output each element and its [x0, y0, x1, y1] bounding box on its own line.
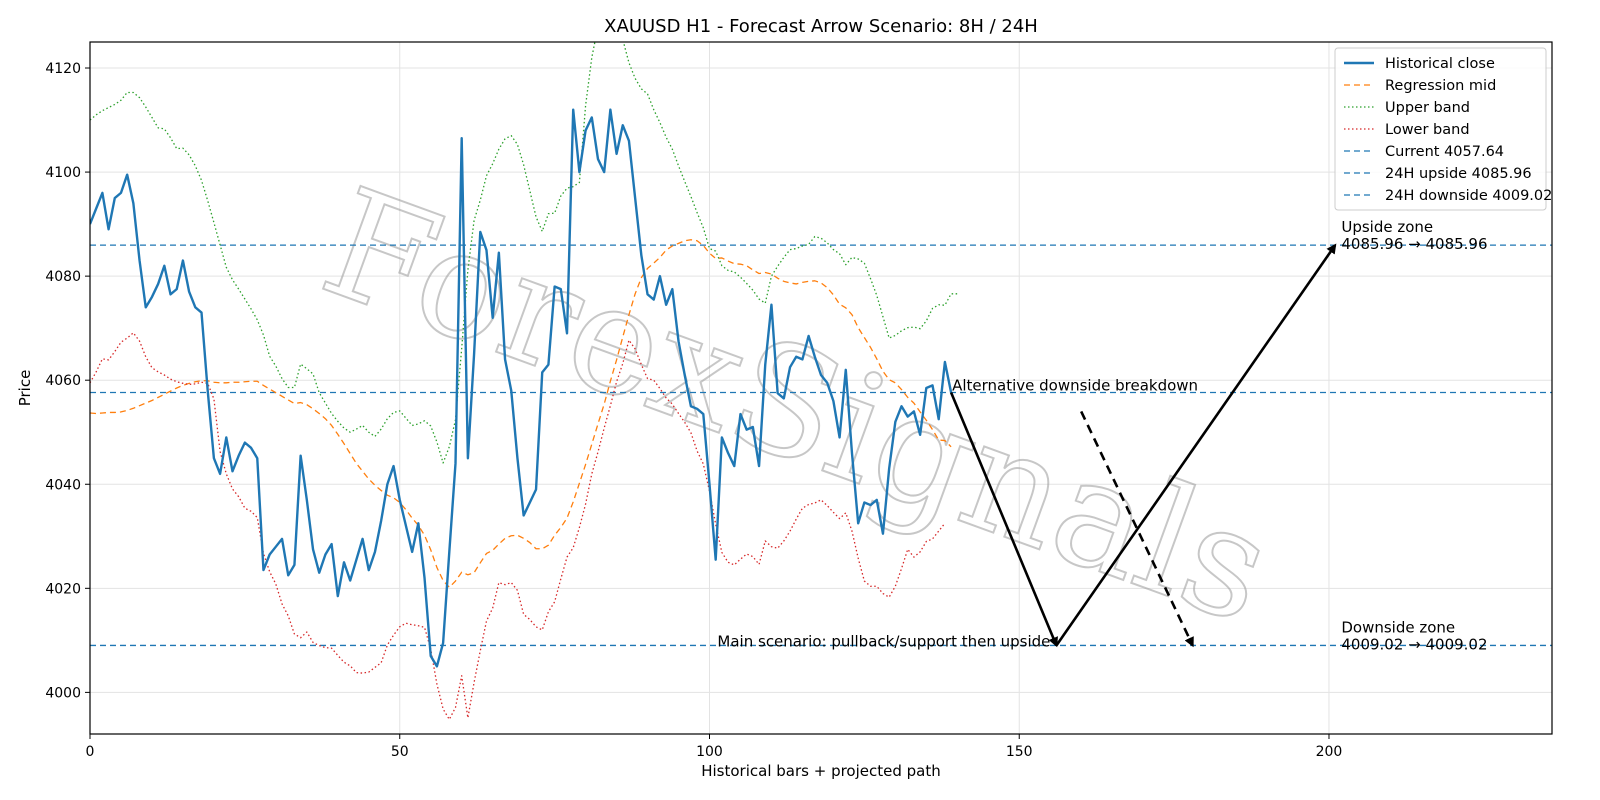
x-tick-label: 50: [391, 744, 409, 760]
zone-title-0: Upside zone: [1341, 218, 1433, 236]
x-axis-label: Historical bars + projected path: [701, 762, 941, 780]
legend-label-2: Upper band: [1385, 100, 1470, 116]
scenario-arrows: [949, 243, 1337, 648]
series-line-1: [90, 239, 952, 588]
legend: Historical close Regression mid Upper band…: [1334, 47, 1552, 211]
y-tick-label: 4040: [45, 477, 81, 493]
x-tick-label: 100: [696, 744, 723, 760]
series-line-2: [90, 42, 958, 464]
x-tick-label: 150: [1006, 744, 1033, 760]
y-tick-label: 4100: [45, 165, 81, 181]
chart-title: XAUUSD H1 - Forecast Arrow Scenario: 8H …: [604, 16, 1038, 37]
x-tick-label: 0: [86, 744, 95, 760]
alternative-scenario-label: Alternative downside breakdown: [952, 376, 1198, 394]
legend-box: [1334, 47, 1547, 211]
main-scenario-label: Main scenario: pullback/support then ups…: [717, 632, 1050, 650]
y-axis-label: Price: [16, 370, 34, 407]
zone-title-1: Downside zone: [1341, 619, 1455, 637]
scenario-arrow-0: [949, 391, 1058, 648]
grid: [89, 42, 1552, 734]
watermark-text: ForexSignals: [303, 156, 1292, 658]
zone-range-1: 4009.02 → 4009.02: [1341, 636, 1487, 654]
legend-label-3: Lower band: [1385, 122, 1470, 138]
x-tick-label: 200: [1316, 744, 1343, 760]
scenario-arrow-1: [1055, 243, 1337, 647]
y-tick-label: 4120: [45, 61, 81, 77]
y-tick-label: 4080: [45, 269, 81, 285]
annotations: Main scenario: pullback/support then ups…: [717, 218, 1487, 654]
y-tick-label: 4020: [45, 581, 81, 597]
legend-label-0: Historical close: [1385, 56, 1495, 72]
series-line-0: [90, 108, 953, 668]
legend-label-1: Regression mid: [1385, 78, 1496, 94]
scenario-arrow-2: [1080, 410, 1194, 648]
y-tick-label: 4060: [45, 373, 81, 389]
plot-frame: [89, 41, 1553, 735]
y-tick-label: 4000: [45, 685, 81, 701]
legend-label-5: 24H upside 4085.96: [1385, 166, 1532, 182]
legend-label-4: Current 4057.64: [1385, 144, 1504, 160]
plot-lines: [90, 42, 1552, 721]
axis-ticks: 0 50 100 150 200 4000 4020 4040 4060 4080 4100 4120: [45, 61, 1342, 760]
legend-label-6: 24H downside 4009.02: [1385, 188, 1552, 204]
zone-range-0: 4085.96 → 4085.96: [1341, 235, 1487, 253]
series-line-3: [90, 332, 946, 721]
